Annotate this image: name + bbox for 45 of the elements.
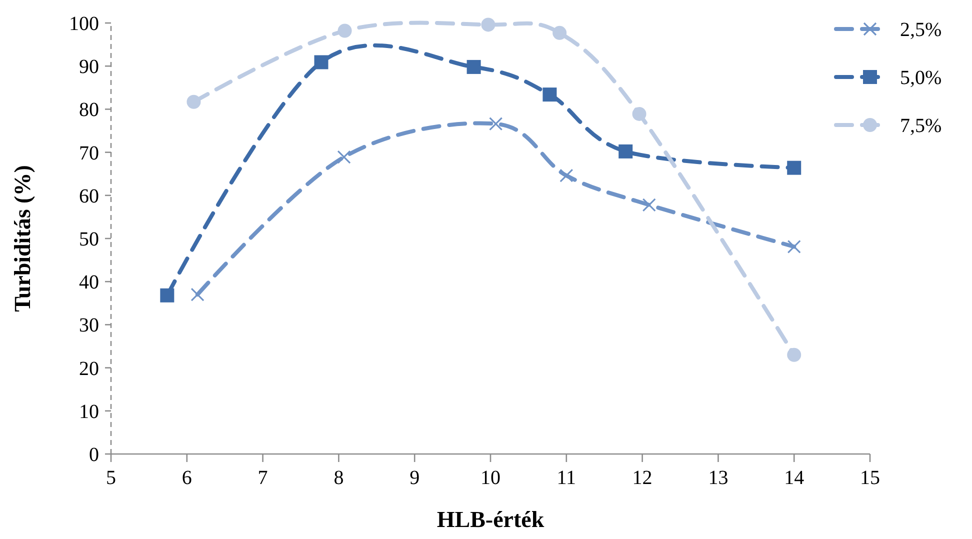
point bbox=[560, 168, 574, 182]
point bbox=[466, 60, 481, 74]
x-tick-label: 5 bbox=[106, 467, 116, 489]
legend-label: 7,5% bbox=[900, 115, 942, 137]
point bbox=[787, 348, 802, 362]
y-tick-label: 90 bbox=[79, 56, 99, 78]
y-tick-label: 70 bbox=[79, 142, 99, 164]
point bbox=[552, 26, 567, 40]
x-tick-label: 14 bbox=[784, 467, 804, 489]
point bbox=[542, 88, 557, 102]
x-tick-label: 7 bbox=[258, 467, 268, 489]
x-axis-title: HLB-érték bbox=[436, 507, 544, 532]
y-tick-label: 80 bbox=[79, 99, 99, 122]
x-tick-label: 12 bbox=[632, 467, 652, 489]
point bbox=[190, 288, 204, 302]
y-tick-label: 50 bbox=[79, 228, 99, 250]
y-tick-label: 30 bbox=[79, 314, 99, 337]
point bbox=[787, 160, 802, 175]
y-tick-label: 60 bbox=[79, 185, 99, 208]
point bbox=[186, 94, 201, 109]
x-tick-label: 11 bbox=[556, 467, 576, 489]
y-tick-label: 0 bbox=[89, 444, 99, 466]
point bbox=[787, 240, 801, 254]
x-tick-label: 10 bbox=[480, 467, 500, 489]
y-tick-label: 100 bbox=[69, 13, 99, 35]
x-tick-label: 13 bbox=[708, 467, 728, 489]
y-tick-label: 40 bbox=[79, 272, 99, 294]
x-tick-label: 6 bbox=[182, 467, 192, 489]
point bbox=[160, 288, 174, 302]
x-tick-label: 15 bbox=[860, 467, 880, 489]
point bbox=[489, 117, 503, 131]
point bbox=[618, 144, 633, 158]
point bbox=[632, 106, 646, 121]
point bbox=[481, 18, 496, 32]
legend-label: 5,0% bbox=[900, 67, 942, 89]
point bbox=[338, 24, 352, 38]
legend-label: 2,5% bbox=[900, 19, 942, 41]
point bbox=[314, 55, 328, 70]
y-axis-title: Turbiditás (%) bbox=[10, 165, 35, 312]
x-tick-label: 8 bbox=[334, 467, 344, 489]
point bbox=[642, 198, 656, 212]
y-tick-label: 10 bbox=[79, 400, 99, 423]
y-tick-label: 20 bbox=[79, 358, 99, 380]
point bbox=[337, 150, 351, 164]
x-tick-label: 9 bbox=[410, 467, 420, 489]
